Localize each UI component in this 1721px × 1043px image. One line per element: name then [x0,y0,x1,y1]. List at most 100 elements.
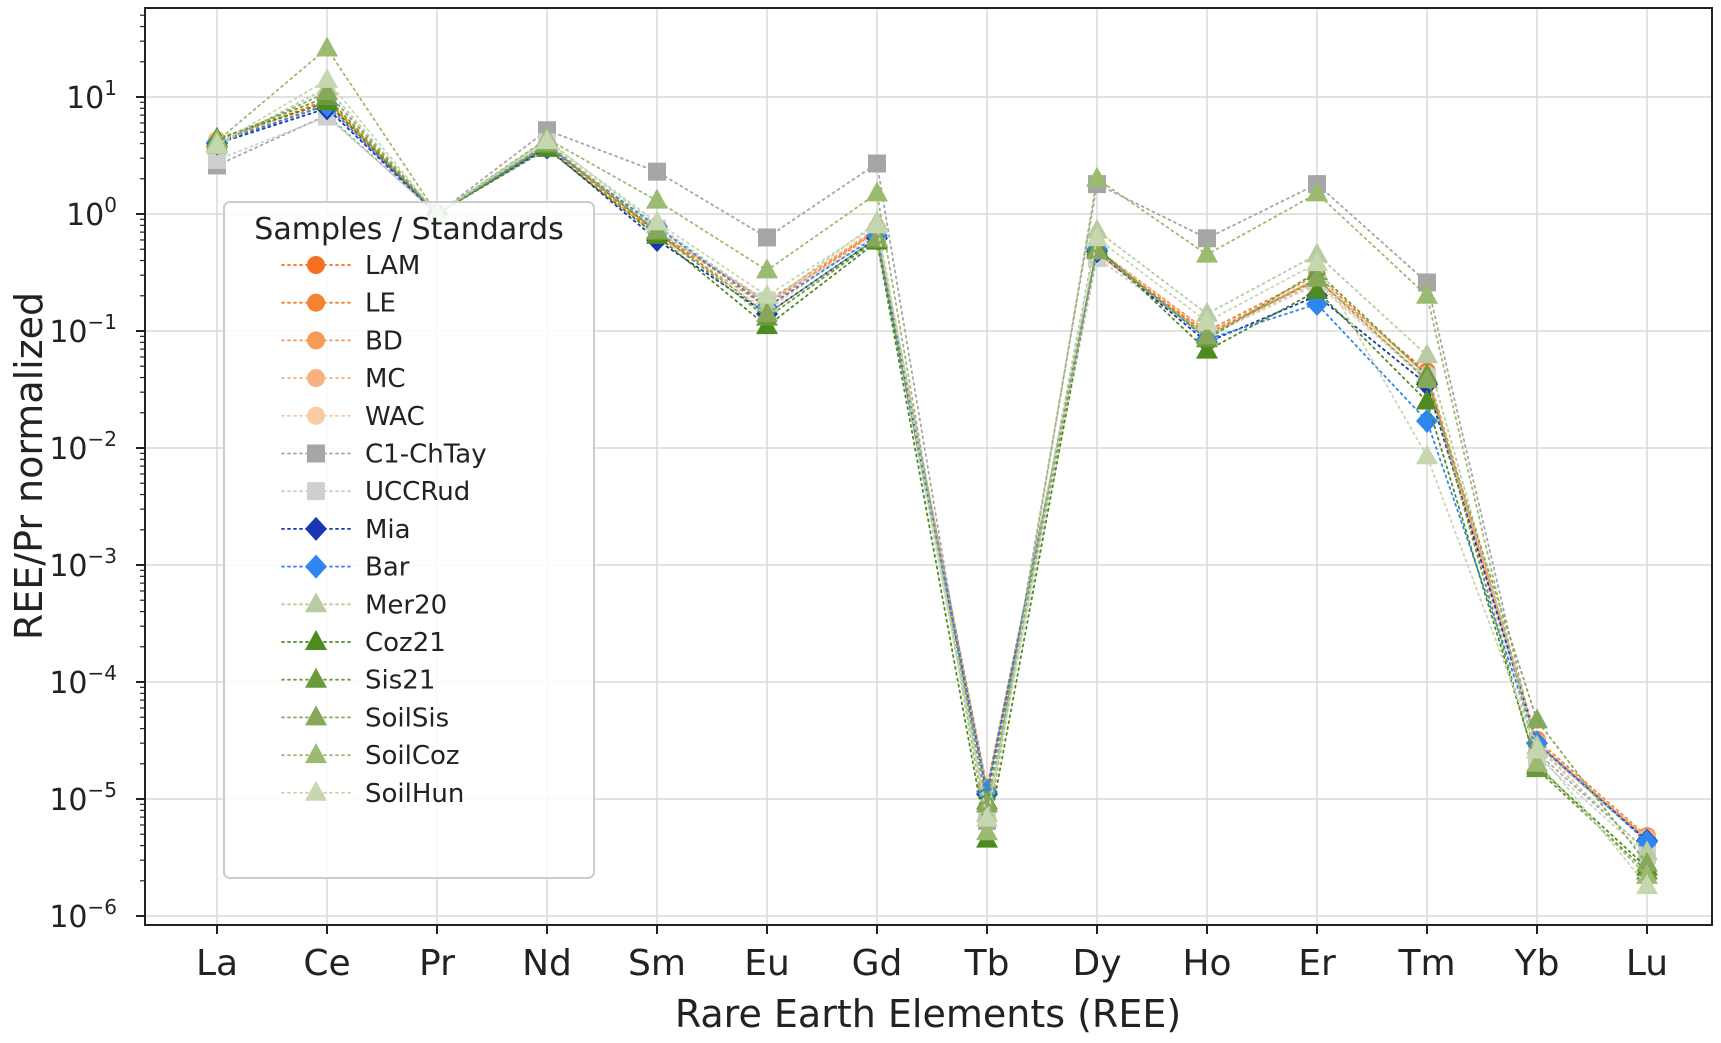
data-point [756,258,778,279]
data-point [1196,309,1218,330]
y-tick-label: 10−6 [49,895,117,935]
data-point [866,213,888,234]
legend-marker [307,482,325,501]
y-tick-label: 101 [66,76,117,116]
legend-entry: LE [281,289,396,319]
legend: Samples / Standards LAM LE BD MC WAC C1-ChTay… [223,201,595,879]
data-point [1416,283,1438,304]
legend-marker [307,331,325,350]
legend-entry: SoilHun [281,779,464,809]
series-line [216,47,1648,877]
x-tick-label: Pr [419,943,455,984]
data-point [1416,409,1438,434]
legend-marker [305,516,327,541]
legend-label: LE [365,289,396,319]
data-point [1636,863,1658,884]
legend-entry: Mia [281,515,411,545]
x-tick-label: Tm [1397,943,1455,984]
data-point [1416,444,1438,465]
series-line [216,98,1648,838]
legend-marker [307,444,325,463]
legend-entry: Coz21 [281,628,446,658]
legend-entry: BD [281,326,403,356]
legend-label: Mer20 [365,590,447,620]
legend-marker [305,667,327,688]
data-point [1196,338,1218,359]
data-point [1086,226,1108,247]
x-axis-title: Rare Earth Elements (REE) [675,992,1181,1036]
x-tick-label: Sm [628,943,686,984]
data-point [1306,278,1328,299]
y-tick-label: 10−5 [49,778,117,818]
series-line [216,104,1648,843]
legend-marker [305,780,327,801]
legend-label: BD [365,326,403,356]
x-tick-label: Tb [964,943,1010,984]
data-point [646,188,668,209]
legend-marker [305,743,327,764]
legend-label: C1-ChTay [365,440,487,470]
legend-entry: SoilCoz [281,741,460,771]
legend-label: MC [365,364,406,394]
legend-label: UCCRud [365,477,470,507]
x-tick-label: Lu [1626,943,1668,984]
legend-label: Bar [365,553,410,583]
data-point [1306,266,1328,287]
data-point [1416,389,1438,410]
x-tick-label: Dy [1072,943,1121,984]
x-tick-label: Eu [744,943,790,984]
data-point [1636,851,1658,872]
data-point [1198,229,1216,248]
legend-marker [305,554,327,579]
legend-marker [307,369,325,388]
legend-entry: WAC [281,402,425,432]
data-point [866,181,888,202]
data-point [1306,181,1328,202]
x-tick-label: La [196,943,238,984]
data-point [1196,324,1218,345]
data-point [1196,242,1218,263]
x-tick-label: Gd [852,943,903,984]
legend-marker [305,630,327,650]
legend-label: WAC [365,402,425,432]
y-tick-label: 10−2 [49,427,117,467]
data-point [206,132,228,153]
data-point [758,228,776,247]
data-point [976,792,998,813]
data-point [1086,239,1108,260]
legend-title: Samples / Standards [254,212,563,247]
legend-marker [307,293,325,312]
data-point [756,301,778,322]
legend-entry: UCCRud [281,477,470,507]
legend-entry: LAM [281,251,420,281]
legend-marker [307,256,325,274]
x-tick-label: Nd [522,943,572,984]
legend-entry: SoilSis [281,703,449,733]
legend-entry: Mer20 [281,590,447,620]
data-point [1416,368,1438,389]
x-tick-label: Er [1298,943,1336,984]
y-axis-title: REE/Pr normalized [7,292,51,640]
legend-marker [305,592,327,613]
legend-label: SoilCoz [365,741,460,771]
legend-label: Sis21 [365,666,435,696]
legend-entry: MC [281,364,406,394]
data-point [1086,166,1108,187]
data-point [208,150,226,169]
data-point [646,210,668,231]
x-tick-label: Ho [1182,943,1231,984]
data-point [316,67,338,88]
grid-layer [145,8,1712,925]
data-point [1526,738,1548,759]
x-tick-label: Yb [1514,943,1560,984]
data-point [648,162,666,181]
legend-label: SoilHun [365,779,464,809]
legend-entry: C1-ChTay [281,440,487,470]
data-point [1416,343,1438,364]
legend-label: Mia [365,515,411,545]
x-tick-label: Ce [303,943,350,984]
data-point [756,283,778,304]
legend-entry: Bar [281,553,410,583]
